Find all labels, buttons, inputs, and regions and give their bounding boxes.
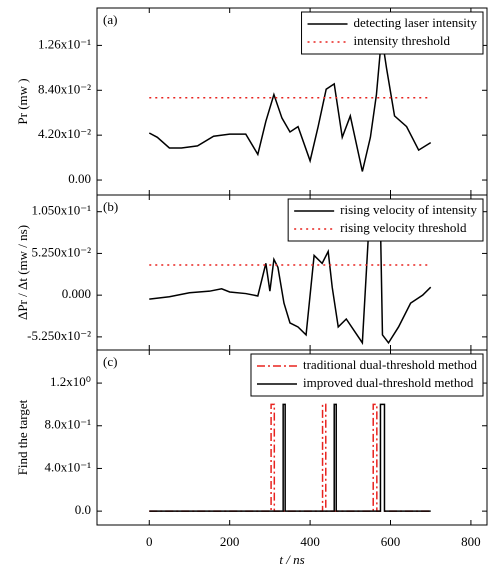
legend-label: detecting laser intensity [354,15,478,30]
x-tick-label: 200 [220,534,240,549]
y-tick-label: 0.00 [68,171,91,186]
x-tick-label: 800 [461,534,481,549]
y-tick-label: 4.0x10⁻¹ [44,459,91,474]
plot-frame [96,349,488,526]
y-tick-label: 8.40x10⁻² [38,81,91,96]
legend: traditional dual-threshold method improve… [250,353,484,397]
y-tick-label: 5.250x10⁻² [31,244,91,259]
panel-label: (c) [103,354,117,369]
x-tick-label: 0 [146,534,153,549]
y-tick-label: 8.0x10⁻¹ [44,417,91,432]
legend-label: improved dual-threshold method [303,375,474,390]
y-tick-label: 1.26x10⁻¹ [38,36,91,51]
legend: rising velocity of intensity rising veloc… [287,198,484,242]
x-tick-label: 600 [381,534,401,549]
y-tick-label: 4.20x10⁻² [38,126,91,141]
series-line [149,214,432,346]
y-axis-title: ΔPr / Δt (mw / ns) [15,225,30,320]
y-tick-label: 1.2x10⁰ [50,374,91,389]
x-axis-title: t / ns [279,552,304,567]
y-tick-label: 1.050x10⁻¹ [31,203,91,218]
series-line [149,403,431,512]
panel-label: (b) [103,199,118,214]
legend-label: intensity threshold [354,33,451,48]
legend-label: rising velocity threshold [340,220,467,235]
legend-label: rising velocity of intensity [340,202,477,217]
panel-label: (a) [103,12,117,27]
legend-label: traditional dual-threshold method [303,357,478,372]
legend-box [250,353,484,397]
x-tick-label: 400 [300,534,320,549]
y-axis-title: Find the target [15,399,30,475]
y-tick-label: 0.0 [75,502,91,517]
legend: detecting laser intensity intensity thres… [301,11,484,55]
legend-box [287,198,484,242]
y-tick-label: -5.250x10⁻² [27,328,91,343]
y-axis-title: Pr (mw ) [15,78,30,124]
series-line [148,35,432,172]
y-tick-label: 0.000 [62,286,91,301]
legend-box [301,11,484,55]
series-line [149,403,431,512]
